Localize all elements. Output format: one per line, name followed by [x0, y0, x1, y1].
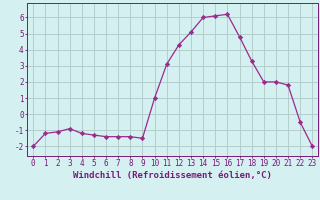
X-axis label: Windchill (Refroidissement éolien,°C): Windchill (Refroidissement éolien,°C) [73, 171, 272, 180]
